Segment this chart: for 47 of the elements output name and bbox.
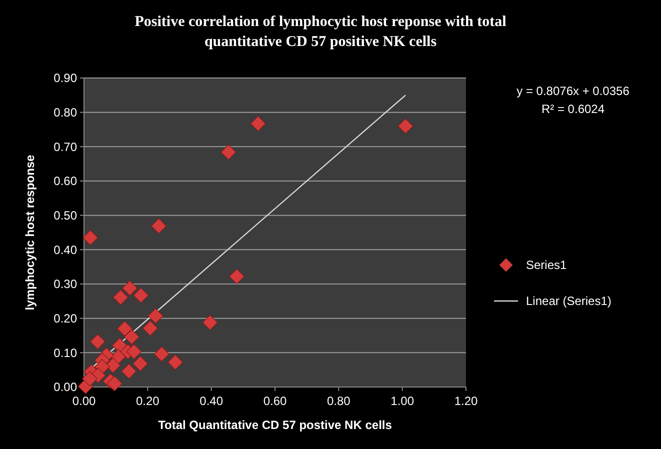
point [121,363,137,379]
chart-title: Positive correlation of lymphocytic host reponse with total quantitative CD 57 positive NK cells [134,14,506,50]
point [229,268,245,284]
point [82,230,98,246]
point [112,290,128,306]
y-tick-label: 0.40 [54,242,78,257]
point [82,371,98,386]
x-tick-label: 0.80 [326,394,351,408]
x-axis-title: Total Quantitative CD 57 postive NK cells [158,418,392,432]
y-tick-label: 0.60 [54,174,78,188]
point [106,376,122,392]
point [132,356,148,372]
y-tick-label: 0.20 [54,312,78,326]
point [124,329,140,345]
point [202,314,218,330]
point [168,354,184,370]
point [142,320,158,336]
legend-label: Linear (Series1) [526,294,612,308]
x-tick-label: 0.20 [136,394,160,408]
x-tick-label: 1.20 [454,394,478,408]
x-tick-label: 0.00 [72,394,96,408]
y-tick-label: 0.30 [54,277,78,292]
y-tick-label: 0.70 [54,140,78,154]
y-tick-label: 0.10 [54,346,78,360]
point [90,334,106,350]
y-tick-label: 0.90 [54,71,78,86]
point [126,344,142,360]
point [133,288,149,304]
text: R² = 0.6024 [541,102,605,116]
x-tick-label: 0.40 [200,394,224,408]
point [398,118,414,134]
x-tick-label: 0.60 [263,394,287,408]
point [151,218,167,234]
point [105,358,121,374]
point [117,320,132,336]
y-axis-title: lymphocytic host response [23,154,37,310]
x-tick-label: 1.00 [390,394,414,408]
point [154,346,170,362]
point [220,144,236,160]
point [250,116,266,132]
y-tick-label: 0.80 [54,106,78,120]
y-tick-label: 0.50 [54,208,78,223]
legend-label: Series1 [526,258,568,272]
point [122,280,138,296]
text: y = 0.8076x + 0.0356 [516,84,630,98]
y-tick-label: 0.00 [54,380,78,394]
point [148,308,164,324]
